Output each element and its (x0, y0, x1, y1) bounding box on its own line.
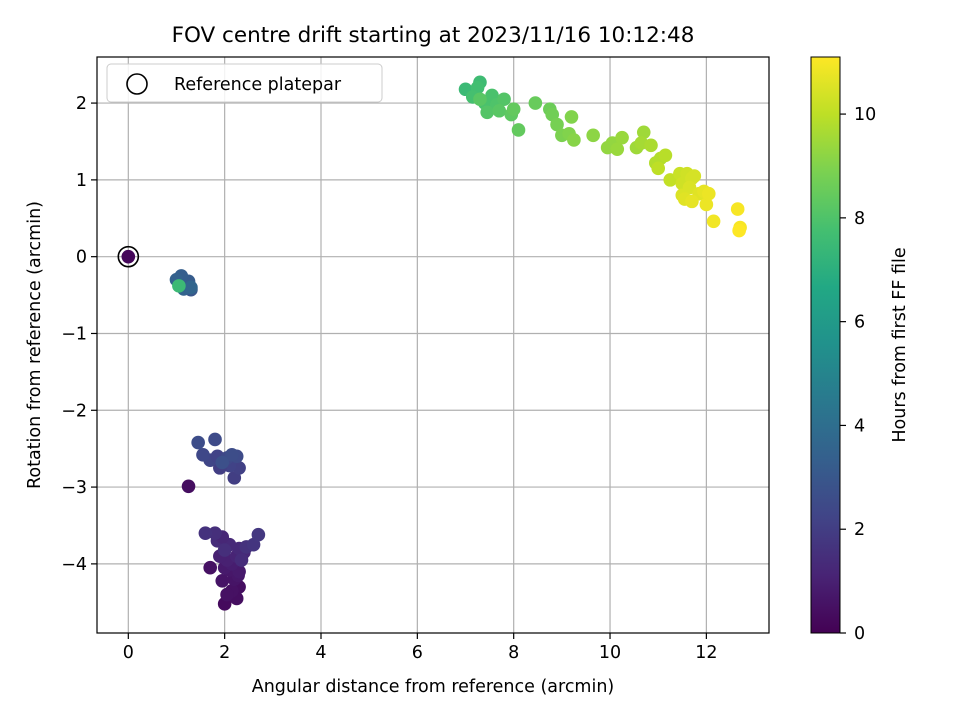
reference-platepar-marker (117, 245, 140, 268)
y-axis-ticks: −4 −3 −2 −1 0 1 2 (61, 94, 97, 575)
y-tick-label: −3 (61, 478, 87, 498)
scatter-point (615, 130, 629, 145)
y-tick-label: 0 (76, 248, 87, 268)
scatter-point (121, 249, 136, 264)
scatter-point (564, 110, 579, 124)
scatter-point (492, 103, 507, 118)
scatter-point (567, 133, 581, 147)
scatter-point (636, 125, 651, 140)
scatter-point (706, 214, 721, 229)
x-axis-label: Angular distance from reference (arcmin) (252, 677, 615, 697)
scatter-point (251, 527, 266, 542)
colorbar-tick-label: 0 (854, 624, 865, 644)
scatter-point (644, 138, 658, 153)
scatter-point (220, 587, 234, 602)
scatter-point (172, 279, 186, 293)
scatter-point (196, 448, 210, 462)
scatter-point (699, 197, 714, 212)
scatter-point (208, 432, 222, 447)
scatter-point (225, 448, 239, 462)
colorbar-tick-label: 8 (854, 209, 865, 229)
y-tick-label: −1 (61, 324, 87, 344)
scatter-point (511, 123, 526, 137)
chart-title: FOV centre drift starting at 2023/11/16 … (172, 23, 695, 48)
colorbar-tick-label: 10 (854, 105, 876, 125)
scatter-point (234, 553, 249, 567)
legend-marker-circle (126, 73, 148, 95)
colorbar (810, 56, 841, 634)
scatter-point (701, 186, 716, 201)
scatter-point (480, 105, 494, 120)
y-tick-label: 2 (76, 94, 87, 114)
scatter-point (191, 435, 205, 450)
x-tick-label: 10 (599, 643, 621, 663)
scatter-point (685, 194, 699, 209)
plot-frame (96, 56, 770, 634)
scatter-point (651, 161, 666, 176)
legend-entry: Reference platepar (174, 75, 342, 95)
scatter-point (658, 148, 673, 163)
legend-box (106, 63, 383, 103)
scatter-point (663, 173, 678, 187)
scatter-point (497, 92, 511, 107)
colorbar-tick-label: 2 (854, 520, 865, 540)
scatter-point (687, 169, 702, 183)
colorbar-label: Hours from first FF file (890, 247, 910, 442)
y-axis-label: Rotation from reference (arcmin) (25, 201, 45, 489)
data-points (121, 75, 747, 611)
scatter-point (730, 202, 745, 216)
scatter-point (184, 280, 198, 295)
colorbar-ticks: 0 2 4 6 8 10 (840, 105, 876, 644)
scatter-point (215, 455, 230, 470)
reference-marker (117, 245, 140, 268)
scatter-point (550, 117, 564, 132)
x-tick-label: 12 (695, 643, 717, 663)
x-tick-label: 6 (412, 643, 423, 663)
scatter-point (208, 526, 222, 540)
scatter-point (217, 543, 232, 557)
colorbar-tick-label: 4 (854, 416, 865, 436)
scatter-point (528, 96, 543, 110)
scatter-point (586, 128, 600, 143)
scatter-point (198, 526, 213, 540)
legend: Reference platepar (106, 63, 383, 103)
scatter-point (732, 223, 746, 238)
y-tick-label: −2 (61, 401, 87, 421)
scatter-point (506, 102, 521, 117)
scatter-point (203, 560, 218, 575)
x-tick-label: 4 (315, 643, 326, 663)
x-tick-label: 8 (508, 643, 519, 663)
y-tick-label: −4 (61, 555, 87, 575)
x-tick-label: 2 (219, 643, 230, 663)
x-tick-label: 0 (123, 643, 134, 663)
y-tick-label: 1 (76, 171, 87, 191)
scatter-point (181, 479, 196, 494)
scatter-point (215, 573, 230, 588)
colorbar-tick-label: 6 (854, 313, 865, 333)
scatter-point (610, 142, 625, 156)
scatter-point (473, 92, 487, 107)
grid-lines (97, 57, 769, 633)
x-axis-ticks: 0 2 4 6 8 10 12 (123, 633, 718, 663)
